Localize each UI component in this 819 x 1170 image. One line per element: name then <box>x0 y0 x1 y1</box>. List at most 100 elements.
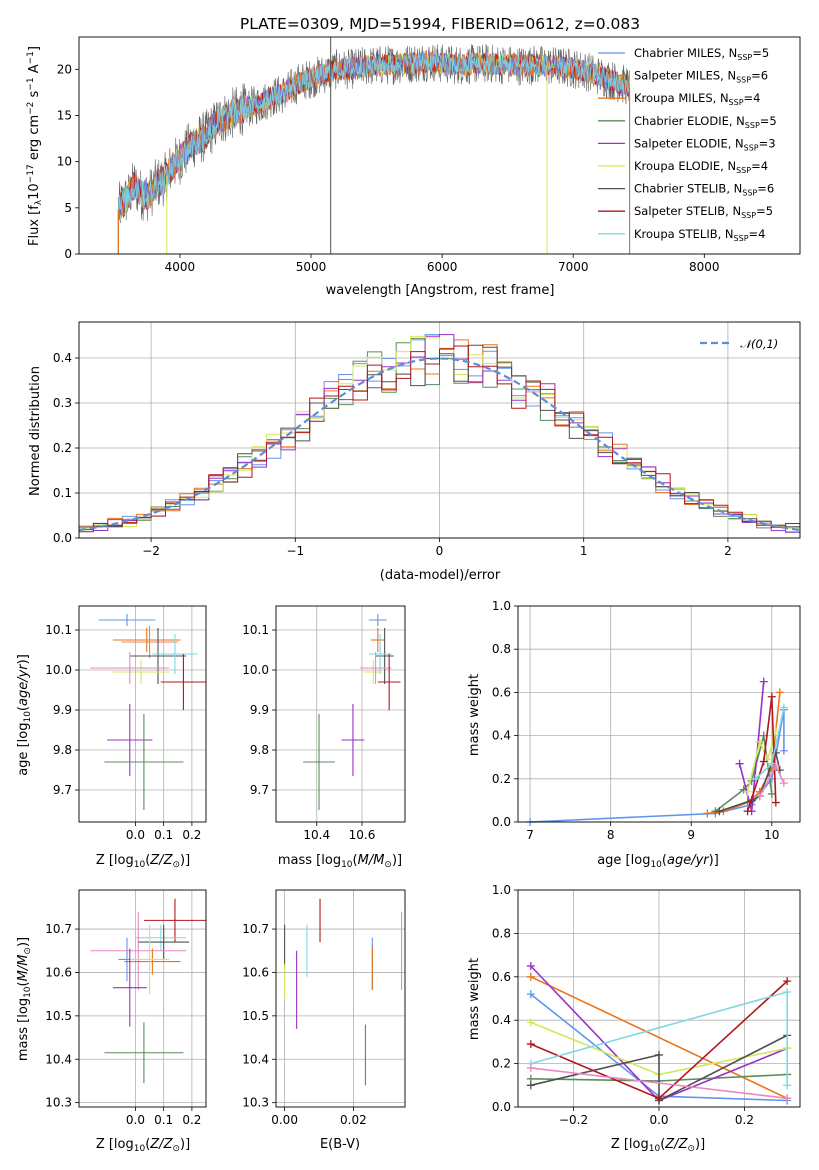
age_vs_mass-points <box>303 614 401 810</box>
weight-Z-ylabel: mass weight <box>467 958 482 1040</box>
spectrum-lines <box>117 37 631 254</box>
weight_vs_Z-series-salpeter-stelib-marker-2 <box>783 977 792 986</box>
mass_vs_ebv-ytick-label-2: 10.5 <box>242 1009 269 1023</box>
weight_vs_age-series-chabrier-stelib-marker-0 <box>715 807 724 816</box>
age_vs_mass-xtick-label-0: 10.4 <box>303 828 330 842</box>
age_vs_Z-ytick-label-0: 9.7 <box>53 783 72 797</box>
age_vs_mass-xtick-label-1: 10.6 <box>349 828 376 842</box>
spectrum-xtick-label-3: 7000 <box>558 260 589 274</box>
weight_vs_age-xtick-label-1: 8 <box>607 828 615 842</box>
age_vs_mass-point-kroupa-elodie <box>364 660 383 684</box>
residuals-ytick-label-4: 0.4 <box>53 351 72 365</box>
age_vs_Z-point-salpeter-elodie <box>107 704 153 776</box>
residual-hist-6 <box>79 345 800 538</box>
age_vs_mass-point-salpeter-miles <box>371 628 385 652</box>
weight_vs_Z-ytick-label-0: 0.0 <box>492 1100 511 1114</box>
weight_vs_age-series-kroupa-stelib-marker-2 <box>779 703 788 712</box>
mass_vs_ebv-points <box>284 898 403 1086</box>
age-mass-xlabel: mass [log10(M/M⊙)] <box>278 853 402 870</box>
weight_vs_Z-series-chabrier-stelib <box>530 1034 788 1102</box>
mass_vs_ebv-axes: 0.00 0.02 10.3 10.4 10.5 10.6 10.7 <box>242 890 405 1127</box>
weight_vs_Z-series-kroupa-stelib-marker-1 <box>783 987 792 996</box>
legend-entry-3: Chabrier ELODIE, NSSP=5 <box>634 114 777 130</box>
age_vs_mass-point-chabrier-stelib <box>375 628 394 684</box>
mass_vs_Z-point-chabrier-stelib <box>138 924 190 960</box>
weight_vs_age-ytick-label-0: 0.0 <box>492 815 511 829</box>
spectrum-ytick-label-1: 5 <box>64 201 72 215</box>
residuals-frame <box>78 321 801 539</box>
spectrum-ytick-label-2: 10 <box>57 155 72 169</box>
legend-entry-1: Salpeter MILES, NSSP=6 <box>634 69 768 85</box>
mass_vs_ebv-ytick-label-1: 10.4 <box>242 1052 269 1066</box>
weight_vs_age-ytick-label-4: 0.8 <box>492 642 511 656</box>
residuals-xlabel: (data-model)/error <box>380 568 501 583</box>
age_vs_Z-point-chabrier-stelib <box>129 628 187 684</box>
legend-entry-2: Kroupa MILES, NSSP=4 <box>634 91 760 107</box>
weight_vs_age-ytick-label-3: 0.6 <box>492 685 511 699</box>
weight_vs_Z-lines <box>526 961 792 1105</box>
weight_vs_Z-series-salpeter-miles <box>530 976 788 1100</box>
ebv-xlabel: E(B-V) <box>320 1137 360 1152</box>
weight_vs_Z-series-kroupa-stelib-marker-2 <box>783 1081 792 1090</box>
normal-curve <box>79 357 800 532</box>
weight-age-ylabel: mass weight <box>467 674 482 756</box>
legend-entry-7: Salpeter STELIB, NSSP=5 <box>634 204 773 220</box>
mass_vs_Z-point-salpeter-elodie <box>112 948 147 1027</box>
residuals-axes: −2 −1 0 1 2 0.0 0.1 0.2 0.3 0.4 <box>53 322 800 558</box>
weight_vs_age-series-salpeter-stelib-marker-1 <box>759 757 768 766</box>
mass_vs_Z-point-salpeter-miles <box>124 948 181 975</box>
spectrum-ytick-label-4: 20 <box>57 62 72 76</box>
age_vs_mass-frame <box>275 605 406 823</box>
spectrum-frame <box>78 36 801 255</box>
weight_vs_Z-series-salpeter-miles-marker-0 <box>526 972 535 981</box>
weight_vs_age-frame <box>517 605 801 823</box>
age_vs_Z-frame <box>78 605 207 823</box>
weight_vs_Z-series-chabrier-miles-marker-0 <box>526 990 535 999</box>
normal-legend-label: 𝒩(0,1) <box>740 337 778 351</box>
residuals-xtick-label-0: −2 <box>142 544 160 558</box>
weight_vs_Z-series-salpeter-stelib-marker-0 <box>526 1040 535 1049</box>
residuals-xtick-label-3: 1 <box>580 544 588 558</box>
mass_vs_Z-ytick-label-2: 10.5 <box>45 1009 72 1023</box>
age-Z-ylabel: age [log10(age/yr)] <box>16 654 33 776</box>
age_vs_Z-ytick-label-2: 9.9 <box>53 703 72 717</box>
weight_vs_age-series-salpeter-miles-marker-0 <box>703 809 712 818</box>
weight_vs_age-series-salpeter-stelib-pink-marker-1 <box>771 761 780 770</box>
age_vs_Z-axes: 0.0 0.1 0.2 9.7 9.8 9.9 10.0 10.1 <box>45 606 206 842</box>
spectrum-ytick-label-3: 15 <box>57 108 72 122</box>
weight_vs_Z-xtick-label-1: 0.0 <box>649 1113 668 1127</box>
weight_vs_age-series-chabrier-elodie-marker-4 <box>767 789 776 798</box>
mass_vs_Z-xtick-label-2: 0.2 <box>182 1113 201 1127</box>
age_vs_Z-point-kroupa-elodie <box>112 660 170 684</box>
age_vs_Z-point-kroupa-stelib <box>152 634 198 674</box>
spectrum-xtick-label-2: 6000 <box>427 260 458 274</box>
spectrum-legend: Chabrier MILES, NSSP=5 Salpeter MILES, NS… <box>598 46 777 243</box>
weight_vs_age-series-salpeter-stelib <box>746 696 777 812</box>
age_vs_mass-ytick-label-1: 9.8 <box>250 743 269 757</box>
legend-entry-8: Kroupa STELIB, NSSP=4 <box>634 227 765 243</box>
figure-title: PLATE=0309, MJD=51994, FIBERID=0612, z=0… <box>240 15 640 33</box>
mass_vs_Z-ytick-label-1: 10.4 <box>45 1052 72 1066</box>
age_vs_mass-point-kroupa-stelib <box>368 634 392 674</box>
age_vs_Z-xtick-label-1: 0.1 <box>154 828 173 842</box>
weight_vs_Z-series-salpeter-elodie-marker-0 <box>526 961 535 970</box>
legend-entry-0: Chabrier MILES, NSSP=5 <box>634 46 769 62</box>
weight_vs_Z-series-chabrier-stelib-marker-1 <box>655 1050 663 1059</box>
weight_vs_age-xtick-label-2: 9 <box>687 828 695 842</box>
residuals-hists <box>79 334 800 538</box>
residuals-ytick-label-3: 0.3 <box>53 396 72 410</box>
weight_vs_Z-xtick-label-2: 0.2 <box>735 1113 754 1127</box>
mass_vs_Z-point-kroupa-stelib <box>135 924 187 951</box>
mass_vs_ebv-frame <box>275 889 406 1108</box>
spectrum-ylabel: Flux [fλ10−17 erg cm−2 s−1 A−1] <box>26 46 44 246</box>
age_vs_Z-point-salpeter-stelib-pink <box>90 652 170 684</box>
weight_vs_age-series-chabrier-miles-marker-5 <box>779 746 788 755</box>
mass_vs_Z-axes: 0.0 0.1 0.2 10.3 10.4 10.5 10.6 10.7 <box>45 890 206 1127</box>
weight_vs_Z-frame <box>517 889 801 1108</box>
age_vs_Z-xtick-label-0: 0.0 <box>126 828 145 842</box>
age_vs_mass-point-salpeter-stelib-pink <box>359 652 392 684</box>
residuals-ytick-label-1: 0.1 <box>53 486 72 500</box>
weight_vs_age-series-kroupa-stelib-marker-1 <box>767 759 776 768</box>
residuals-xtick-label-1: −1 <box>286 544 304 558</box>
mass_vs_ebv-ytick-label-0: 10.3 <box>242 1096 269 1110</box>
